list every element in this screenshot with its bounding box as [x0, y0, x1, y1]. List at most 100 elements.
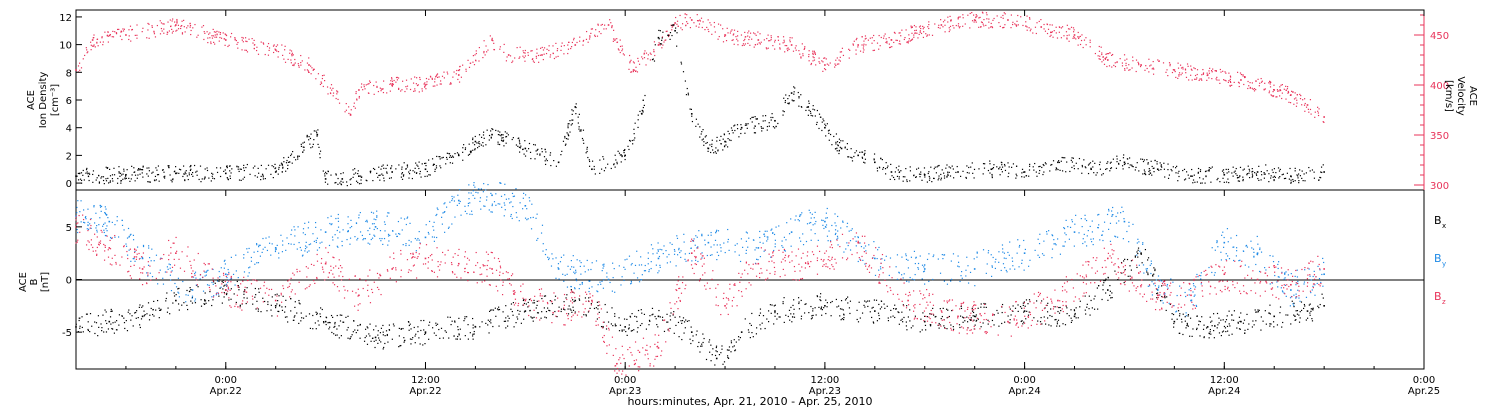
scatter-dot — [1190, 74, 1192, 76]
scatter-dot — [897, 169, 899, 171]
scatter-dot — [79, 325, 81, 327]
scatter-dot — [166, 311, 169, 313]
scatter-dot — [1053, 239, 1055, 241]
scatter-dot — [575, 280, 578, 282]
scatter-dot — [385, 330, 388, 332]
scatter-dot — [1321, 171, 1323, 174]
scatter-dot — [274, 250, 277, 253]
scatter-dot — [1059, 253, 1062, 255]
scatter-dot — [1318, 108, 1320, 110]
scatter-dot — [830, 315, 832, 317]
scatter-dot — [286, 237, 288, 239]
scatter-dot — [1236, 247, 1238, 249]
scatter-dot — [702, 333, 704, 335]
scatter-dot — [1090, 299, 1092, 302]
scatter-dot — [1188, 289, 1190, 291]
scatter-dot — [1172, 69, 1174, 71]
scatter-dot — [695, 334, 697, 336]
scatter-dot — [317, 73, 320, 75]
scatter-dot — [577, 122, 579, 124]
scatter-dot — [1051, 24, 1053, 26]
scatter-dot — [957, 255, 959, 257]
data-point — [75, 175, 77, 177]
scatter-dot — [387, 235, 390, 237]
scatter-dot — [526, 150, 528, 152]
scatter-dot — [369, 335, 371, 337]
scatter-dot — [887, 317, 889, 319]
scatter-dot — [1289, 305, 1291, 307]
scatter-dot — [848, 156, 850, 158]
scatter-dot — [350, 225, 353, 228]
scatter-dot — [1207, 170, 1209, 172]
scatter-dot — [387, 233, 390, 235]
scatter-dot — [878, 167, 881, 169]
scatter-dot — [402, 175, 405, 177]
scatter-dot — [894, 316, 896, 319]
scatter-dot — [1197, 171, 1199, 173]
scatter-dot — [1320, 281, 1322, 284]
scatter-dot — [1197, 172, 1199, 174]
scatter-dot — [984, 303, 987, 305]
scatter-dot — [1188, 177, 1190, 179]
scatter-dot — [1178, 315, 1181, 317]
scatter-dot — [1004, 169, 1007, 172]
scatter-dot — [485, 199, 488, 201]
scatter-dot — [1224, 321, 1227, 323]
scatter-dot — [1224, 79, 1226, 81]
scatter-dot — [1023, 311, 1025, 313]
scatter-dot — [971, 162, 973, 164]
scatter-dot — [342, 229, 344, 231]
scatter-dot — [1240, 312, 1242, 314]
scatter-dot — [1146, 271, 1148, 273]
scatter-dot — [1287, 314, 1289, 316]
scatter-dot — [1256, 311, 1258, 313]
scatter-dot — [466, 212, 468, 215]
scatter-dot — [650, 53, 652, 55]
scatter-dot — [458, 334, 460, 336]
scatter-dot — [1079, 300, 1081, 302]
scatter-dot — [1010, 14, 1012, 16]
scatter-dot — [692, 335, 694, 337]
scatter-dot — [629, 140, 631, 142]
scatter-dot — [1146, 159, 1148, 161]
scatter-dot — [182, 280, 184, 283]
scatter-dot — [126, 254, 129, 256]
scatter-dot — [391, 80, 394, 82]
scatter-dot — [360, 179, 362, 181]
scatter-dot — [386, 334, 388, 337]
scatter-dot — [1039, 321, 1042, 323]
scatter-dot — [396, 76, 398, 79]
scatter-dot — [206, 31, 208, 33]
scatter-dot — [366, 343, 369, 345]
scatter-dot — [672, 24, 674, 26]
scatter-dot — [386, 92, 388, 94]
scatter-dot — [1249, 82, 1251, 84]
scatter-dot — [1172, 166, 1174, 168]
scatter-dot — [87, 175, 90, 178]
scatter-dot — [360, 182, 362, 185]
scatter-dot — [405, 168, 407, 170]
scatter-dot — [671, 29, 673, 31]
scatter-dot — [1272, 171, 1274, 174]
scatter-dot — [1175, 311, 1177, 313]
scatter-dot — [416, 77, 418, 79]
scatter-dot — [992, 168, 994, 170]
scatter-dot — [77, 200, 79, 202]
scatter-dot — [877, 312, 880, 314]
scatter-dot — [1063, 227, 1065, 229]
scatter-dot — [1110, 167, 1112, 170]
scatter-dot — [1218, 332, 1221, 334]
scatter-dot — [1290, 182, 1292, 184]
scatter-dot — [1129, 275, 1131, 277]
scatter-dot — [441, 157, 443, 159]
scatter-dot — [1222, 231, 1224, 233]
scatter-dot — [80, 172, 83, 174]
scatter-dot — [302, 254, 304, 256]
scatter-dot — [118, 314, 121, 316]
scatter-dot — [567, 123, 569, 125]
scatter-dot — [899, 40, 901, 42]
scatter-dot — [1220, 334, 1222, 337]
scatter-dot — [1096, 287, 1098, 289]
scatter-dot — [1285, 98, 1287, 100]
scatter-dot — [859, 50, 862, 52]
